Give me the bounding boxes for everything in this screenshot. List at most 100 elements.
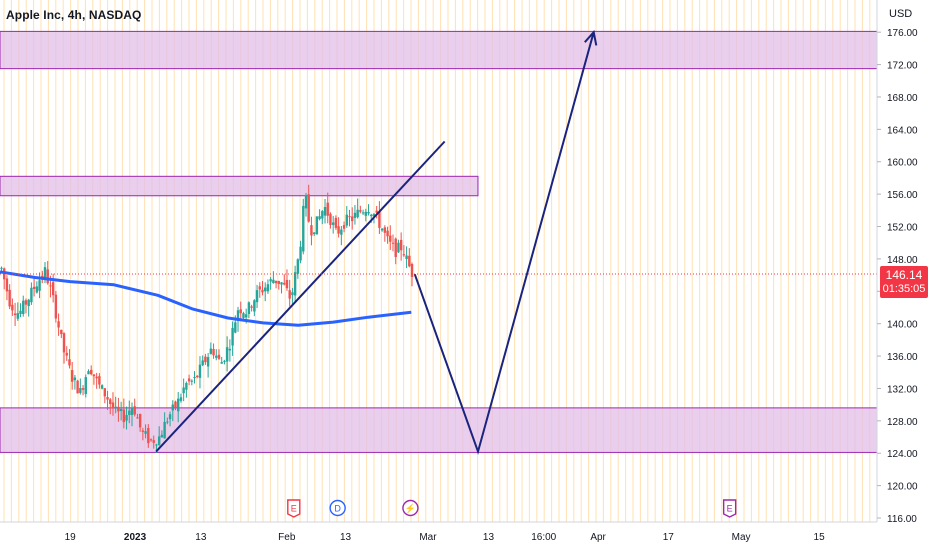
event-marker[interactable]: D — [329, 499, 346, 517]
event-marker[interactable]: ⚡ — [402, 499, 419, 517]
projection-path — [413, 31, 595, 455]
candle-body — [380, 228, 384, 231]
candle-body — [296, 259, 300, 274]
candle-body — [24, 300, 28, 305]
price-tick-label: 124.00 — [887, 449, 918, 460]
candle-body — [177, 398, 180, 412]
candle-body — [166, 421, 169, 423]
candle-body — [0, 267, 3, 269]
candle-body — [111, 402, 115, 409]
candle-body — [76, 380, 79, 394]
price-tick-label: 176.00 — [887, 28, 918, 39]
candle-body — [399, 239, 403, 251]
candle-body — [117, 406, 120, 412]
candle-body — [54, 294, 58, 319]
candle-body — [198, 364, 202, 378]
earnings-marker-shape — [722, 499, 737, 518]
candle-body — [220, 362, 223, 364]
event-marker-label: E — [291, 504, 297, 514]
event-marker-circle — [402, 499, 419, 517]
price-tick-label: 168.00 — [887, 93, 918, 104]
candle-body — [201, 360, 204, 366]
candle-body — [51, 282, 55, 296]
price-tick-label: 164.00 — [887, 125, 918, 136]
event-marker-label: ⚡ — [405, 503, 416, 515]
trendline — [155, 140, 446, 453]
candle-body — [38, 280, 41, 291]
candle-body — [285, 279, 289, 289]
candle-body — [356, 209, 359, 218]
candle-body — [372, 213, 376, 217]
candle-body — [187, 378, 191, 382]
candle-body — [378, 211, 381, 228]
candle-body — [326, 202, 329, 216]
bar-countdown: 01:35:05 — [882, 282, 926, 295]
candle-body — [258, 286, 261, 290]
candle-body — [11, 304, 14, 311]
event-marker[interactable]: E — [722, 499, 737, 518]
price-tick-label: 136.00 — [887, 352, 918, 363]
candle-body — [70, 370, 74, 382]
candle-body — [315, 216, 319, 235]
candle-body — [386, 230, 389, 237]
candle-body — [122, 409, 126, 423]
candle-body — [280, 282, 283, 285]
price-tick-label: 172.00 — [887, 61, 918, 72]
candle-body — [310, 225, 313, 236]
candle-body — [60, 329, 63, 335]
candle-body — [81, 388, 85, 390]
candle-body — [410, 264, 414, 277]
currency-label: USD — [889, 8, 913, 20]
candle-body — [405, 255, 408, 260]
candle-body — [277, 281, 281, 284]
candle-body — [79, 388, 82, 393]
candle-body — [253, 300, 256, 312]
candle-body — [92, 374, 96, 377]
candle-body — [307, 194, 310, 222]
candle-body — [27, 299, 30, 307]
event-marker[interactable]: E — [287, 499, 301, 518]
candle-body — [144, 431, 147, 434]
candle-body — [212, 348, 215, 356]
projection-arrowhead — [584, 30, 598, 46]
candle-body — [147, 427, 150, 444]
candle-body — [348, 216, 351, 218]
price-tick-label: 156.00 — [887, 190, 918, 201]
event-marker-circle — [329, 499, 346, 517]
candle-body — [391, 242, 395, 244]
price-tick-label: 132.00 — [887, 384, 918, 395]
supply-demand-zone — [0, 407, 878, 453]
candle-body — [103, 388, 107, 397]
candle-body — [152, 440, 155, 443]
event-marker-label: E — [727, 504, 733, 514]
candle-body — [49, 285, 52, 287]
candle-body — [236, 310, 240, 322]
candle-body — [133, 406, 136, 415]
candle-body — [41, 275, 44, 278]
candle-body — [408, 255, 411, 267]
time-tick-label: Feb — [278, 532, 296, 543]
candle-body — [30, 287, 33, 303]
time-tick-label: 2023 — [124, 532, 147, 543]
candle-body — [100, 385, 104, 389]
candle-body — [179, 397, 183, 401]
candle-body — [43, 267, 47, 279]
candle-body — [288, 290, 291, 299]
candle-body — [168, 414, 172, 420]
price-tick-label: 152.00 — [887, 223, 918, 234]
candle-body — [302, 205, 305, 252]
candle-body — [261, 289, 264, 293]
candle-body — [397, 242, 400, 253]
candle-body — [155, 444, 158, 446]
candle-body — [367, 211, 370, 214]
price-tick-label: 128.00 — [887, 417, 918, 428]
candle-body — [312, 232, 316, 234]
candle-body — [138, 413, 142, 428]
candle-body — [136, 417, 139, 419]
time-tick-label: 19 — [65, 532, 77, 543]
time-tick-label: 13 — [195, 532, 207, 543]
candle-body — [217, 354, 221, 359]
candle-body — [375, 210, 378, 213]
